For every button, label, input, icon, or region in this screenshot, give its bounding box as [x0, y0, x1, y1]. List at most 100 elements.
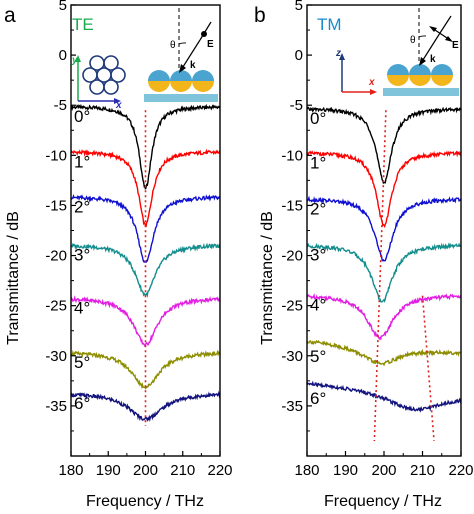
sphere-top-icon [387, 64, 409, 75]
angle-label-3: 3° [74, 246, 90, 265]
y-tick-label-4: -15 [45, 197, 67, 214]
series-line-3 [70, 242, 221, 298]
guide-line-0 [373, 110, 387, 441]
y-tick-label-5: -20 [281, 248, 303, 265]
incident-ray-icon [439, 15, 452, 34]
series-line-3 [306, 242, 462, 303]
theta-arc-icon [418, 35, 427, 38]
hexagonal-lattice-icon [82, 55, 126, 95]
series-line-0 [306, 106, 462, 185]
x-tick-label-0: 180 [58, 462, 83, 479]
sphere-top-icon [192, 70, 214, 81]
k-arrowhead-icon [179, 64, 186, 73]
panel-a-curves [70, 103, 221, 423]
sphere-bottom-icon [170, 81, 192, 92]
panel-b-xlabel: Frequency / THz [324, 493, 442, 510]
x-tick-label-2: 200 [133, 462, 158, 479]
panel-b-frame [306, 4, 462, 457]
y-tick-label-7: -30 [45, 348, 67, 365]
z-arrowhead-icon [339, 53, 345, 60]
inset-b-E: E [452, 40, 459, 51]
panel-a-polarization: TE [72, 15, 94, 34]
e-field-dot-icon [201, 31, 207, 37]
inset-a-E: E [207, 39, 214, 50]
sphere-bottom-icon [409, 75, 431, 86]
angle-label-2: 2° [74, 197, 90, 216]
panel-b-label: b [254, 4, 266, 27]
panel-b-angle-labels: 0° 1° 2° 3° 4° 5° 6° [310, 109, 326, 408]
k-vector-icon [420, 32, 441, 64]
inset-b-theta: θ [410, 35, 416, 46]
panel-a-frame [70, 4, 221, 457]
panel-b-xticks: 180 190 200 210 220 [294, 451, 474, 479]
inset-a-x-letter: x [115, 100, 122, 111]
angle-label-5: 5° [74, 353, 90, 372]
series-line-0 [70, 103, 221, 190]
series-line-6 [70, 390, 221, 423]
tm-axes-inset: z x [335, 48, 377, 95]
k-arrowhead-icon [419, 57, 426, 66]
sphere-top-icon [148, 70, 170, 81]
angle-label-4: 4° [74, 299, 90, 318]
x-arrowhead-icon [114, 98, 121, 104]
panel-b-ylabel: Transmittance / dB [259, 211, 276, 345]
series-line-5 [306, 339, 462, 367]
substrate-icon [144, 94, 218, 102]
inset-b-z-letter: z [335, 48, 341, 59]
y-tick-label-3: -10 [281, 147, 303, 164]
series-line-2 [306, 195, 462, 262]
y-tick-label-3: -10 [45, 147, 67, 164]
y-tick-label-8: -35 [281, 398, 303, 415]
inset-a-y-letter: y [71, 55, 78, 66]
x-tick-label-4: 220 [448, 462, 473, 479]
angle-label-1: 1° [74, 152, 90, 171]
sphere-array-icon [387, 64, 453, 86]
y-tick-label-6: -25 [45, 298, 67, 315]
panel-a-angle-labels: 0° 1° 2° 3° 4° 5° 6° [74, 107, 90, 413]
sphere-bottom-icon [192, 81, 214, 92]
x-tick-label-4: 220 [207, 462, 232, 479]
y-tick-label-5: -20 [45, 248, 67, 265]
sphere-bottom-icon [431, 75, 453, 86]
angle-label-6: 6° [310, 389, 326, 408]
angle-label-5: 5° [310, 347, 326, 366]
guide-line-1 [421, 295, 435, 442]
panel-a-yticks: 5 0 -5 -10 -15 -20 -25 -30 -35 [45, 0, 76, 432]
panel-a-xticks: 180 190 200 210 220 [58, 451, 233, 479]
y-tick-label-6: -25 [281, 298, 303, 315]
panel-b: b Transmittance / dB Frequency / THz TM … [254, 0, 474, 510]
panel-b-polarization: TM [317, 15, 342, 34]
sphere-top-icon [409, 64, 431, 75]
panel-b-curves [306, 106, 462, 413]
te-spheres-inset: θ E k [144, 8, 218, 102]
inset-b-x-letter: x [368, 77, 375, 88]
y-tick-label-2: -5 [290, 97, 303, 114]
angle-label-0: 0° [310, 109, 326, 128]
panel-a-label: a [4, 4, 16, 27]
panel-a-xlabel: Frequency / THz [86, 493, 204, 510]
angle-label-0: 0° [74, 107, 90, 126]
y-tick-label-2: -5 [54, 97, 67, 114]
y-tick-label-0: 5 [295, 0, 303, 14]
inset-b-k: k [430, 54, 436, 65]
k-vector-icon [180, 39, 201, 71]
angle-label-6: 6° [74, 394, 90, 413]
theta-arc-icon [178, 42, 187, 45]
angle-label-1: 1° [310, 153, 326, 172]
x-tick-label-3: 210 [410, 462, 435, 479]
x-tick-label-3: 210 [170, 462, 195, 479]
series-line-4 [70, 295, 221, 347]
y-tick-label-1: 0 [295, 47, 303, 64]
tm-spheres-inset: θ E k [383, 8, 459, 96]
y-tick-label-4: -15 [281, 197, 303, 214]
panel-b-guides [373, 110, 435, 442]
y-arrowhead-icon [75, 55, 81, 62]
sphere-bottom-icon [387, 75, 409, 86]
inset-a-theta: θ [170, 40, 176, 51]
x-arrowhead-icon [370, 89, 377, 95]
series-line-5 [70, 349, 221, 390]
angle-label-3: 3° [310, 246, 326, 265]
te-lattice-inset: y x [71, 55, 126, 111]
series-line-4 [306, 292, 462, 341]
